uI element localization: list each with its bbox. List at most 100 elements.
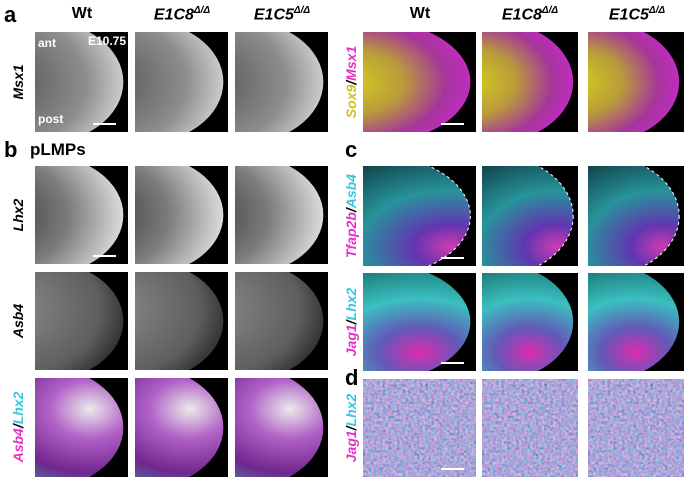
row-label: Lhx2 <box>10 198 26 232</box>
image <box>135 166 224 264</box>
image <box>588 273 680 371</box>
image <box>363 166 471 266</box>
row-label: Asb4 <box>10 303 26 339</box>
image <box>363 32 471 132</box>
column-header: E1C5Δ/Δ <box>254 5 310 24</box>
limb-bud <box>363 32 471 132</box>
label-part: / <box>343 426 359 431</box>
micrograph <box>363 166 476 266</box>
outline <box>642 166 680 266</box>
micrograph <box>35 166 128 264</box>
limb-bud <box>363 166 471 266</box>
panel-label: b <box>4 137 18 162</box>
image <box>588 32 680 132</box>
image <box>482 166 574 266</box>
column-header: Wt <box>71 5 93 22</box>
label-part: Jag1 <box>343 324 359 357</box>
micrograph <box>235 378 328 477</box>
micrograph <box>588 166 684 266</box>
limb-bud <box>135 378 224 477</box>
micrograph <box>35 32 128 132</box>
tissue <box>482 379 578 477</box>
tissue <box>363 379 476 477</box>
label-part: Sox9 <box>343 84 359 119</box>
limb-bud <box>588 273 680 371</box>
label-part: / <box>343 320 359 325</box>
label-part: / <box>343 80 359 85</box>
label-part: Tfap2b <box>343 212 359 259</box>
micrograph <box>363 273 476 371</box>
limb-bud <box>235 272 324 370</box>
micrograph <box>482 273 578 371</box>
limb-bud <box>588 32 680 132</box>
header-sup: Δ/Δ <box>541 5 559 16</box>
subtitle: pLMPs <box>30 140 86 159</box>
tissue <box>588 379 684 477</box>
image <box>482 379 578 477</box>
annotation: ant <box>38 36 56 50</box>
image <box>482 273 574 371</box>
row-label: Msx1 <box>10 64 26 100</box>
label-part: Asb4 <box>10 428 26 463</box>
micrograph <box>135 166 228 264</box>
limb-bud <box>235 32 324 132</box>
label-part: Msx1 <box>343 45 359 81</box>
image <box>235 166 324 264</box>
micrograph <box>235 32 328 132</box>
limb-bud <box>135 272 224 370</box>
outline <box>536 166 574 266</box>
label-part: / <box>343 208 359 213</box>
image <box>135 32 224 132</box>
image <box>135 378 224 477</box>
header-name: E1C8 <box>501 6 542 24</box>
micrograph <box>363 379 476 477</box>
row-label: Sox9/Msx1 <box>343 46 359 118</box>
limb-bud <box>482 273 574 371</box>
image <box>588 166 680 266</box>
image <box>235 32 324 132</box>
image <box>35 32 124 132</box>
micrograph <box>482 166 578 266</box>
limb-bud <box>482 32 574 132</box>
micrograph <box>135 272 228 370</box>
image <box>35 378 124 477</box>
micrograph <box>588 273 684 371</box>
label-part: Lhx2 <box>343 287 359 321</box>
row-label: Jag1/Lhx2 <box>343 288 359 357</box>
image <box>235 378 324 477</box>
row-label: Jag1/Lhx2 <box>343 394 359 463</box>
micrograph <box>482 32 578 132</box>
image <box>235 272 324 370</box>
header-sup: Δ/Δ <box>648 5 666 16</box>
column-header: E1C8Δ/Δ <box>502 5 558 24</box>
micrograph <box>235 272 328 370</box>
limb-bud <box>482 166 574 266</box>
image <box>35 272 124 370</box>
label-part: Lhx2 <box>10 391 26 425</box>
limb-bud <box>35 272 124 370</box>
column-header: E1C5Δ/Δ <box>609 5 665 24</box>
limb-bud <box>363 273 471 371</box>
label-part: Lhx2 <box>343 393 359 427</box>
header-name: E1C8 <box>153 6 194 24</box>
image <box>363 379 476 477</box>
row-label: Tfap2b/Asb4 <box>343 174 359 258</box>
micrograph <box>35 378 128 477</box>
column-header: Wt <box>409 5 431 22</box>
limb-bud <box>235 378 324 477</box>
image <box>135 272 224 370</box>
header-name: E1C5 <box>253 6 294 24</box>
micrograph <box>235 166 328 264</box>
limb-bud <box>135 166 224 264</box>
image <box>35 166 124 264</box>
limb-bud <box>235 166 324 264</box>
image <box>363 273 471 371</box>
annotation: post <box>38 112 64 126</box>
row-label: Asb4/Lhx2 <box>10 392 26 463</box>
panel-label: c <box>345 137 358 162</box>
column-header: E1C8Δ/Δ <box>154 5 210 24</box>
micrograph <box>135 378 228 477</box>
image <box>588 379 684 477</box>
label-part: Jag1 <box>343 430 359 463</box>
